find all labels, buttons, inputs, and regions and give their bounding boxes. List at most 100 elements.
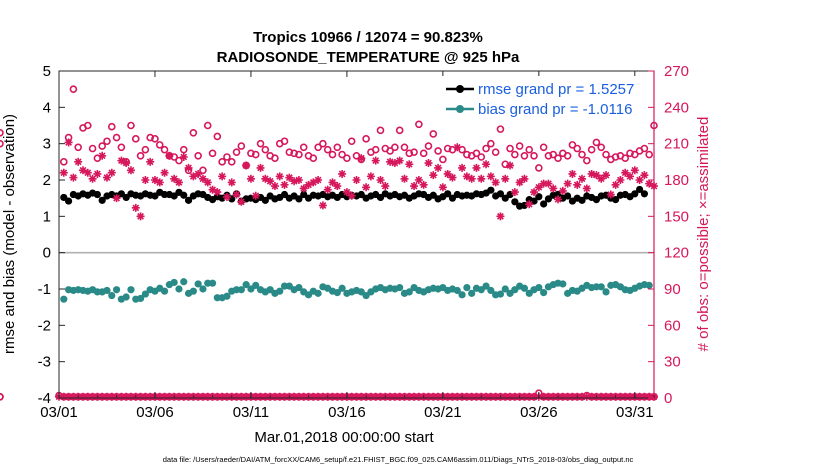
point	[405, 160, 414, 169]
point	[405, 149, 414, 158]
point	[203, 121, 212, 130]
series-assimilated-zero	[55, 393, 658, 401]
point	[362, 183, 371, 192]
point	[645, 392, 654, 401]
point	[222, 192, 231, 201]
point	[602, 288, 610, 296]
point	[232, 190, 241, 199]
point	[160, 145, 169, 154]
point	[626, 172, 635, 181]
point	[487, 286, 495, 295]
point	[165, 392, 174, 401]
point	[323, 185, 332, 194]
point	[74, 143, 82, 152]
point	[150, 176, 159, 184]
point	[83, 168, 92, 177]
point	[587, 169, 596, 178]
point	[602, 171, 611, 180]
point	[506, 144, 514, 153]
point	[544, 179, 553, 188]
point	[395, 392, 404, 401]
point	[319, 139, 327, 148]
point	[93, 190, 101, 199]
point	[242, 392, 251, 401]
point	[602, 392, 611, 401]
point	[328, 150, 337, 159]
point	[424, 392, 433, 401]
point	[616, 392, 625, 401]
point	[395, 126, 404, 135]
point	[270, 392, 279, 401]
point	[112, 133, 121, 142]
point	[597, 392, 606, 401]
point	[328, 392, 337, 401]
point	[174, 178, 183, 187]
point	[535, 164, 543, 172]
point	[434, 392, 443, 401]
point	[318, 201, 327, 210]
point	[112, 286, 121, 294]
y-tick-label-left: 4	[43, 99, 51, 116]
point	[414, 392, 423, 401]
point	[107, 122, 116, 131]
point	[400, 174, 409, 183]
point	[208, 149, 217, 158]
point	[126, 166, 135, 175]
point	[93, 169, 102, 178]
plot-area	[59, 71, 654, 398]
point	[540, 289, 548, 297]
point	[640, 190, 649, 198]
point	[635, 176, 644, 184]
point	[59, 168, 68, 177]
point	[366, 392, 375, 401]
point	[573, 144, 582, 153]
point	[180, 191, 188, 199]
point	[0, 392, 4, 401]
point	[256, 163, 265, 172]
point	[237, 142, 246, 150]
point	[64, 138, 73, 147]
point	[74, 157, 83, 166]
point	[98, 196, 106, 204]
point	[558, 186, 567, 195]
point	[290, 177, 299, 186]
point	[535, 283, 543, 292]
point	[103, 286, 111, 295]
point	[491, 148, 500, 156]
point	[271, 154, 279, 162]
y-tick-label-right: 120	[664, 245, 689, 262]
point	[458, 163, 467, 172]
point	[251, 150, 260, 159]
point	[338, 284, 346, 292]
point	[352, 176, 361, 184]
point	[419, 149, 428, 158]
point	[540, 200, 548, 208]
point	[333, 289, 341, 297]
point	[102, 392, 111, 401]
point	[155, 392, 164, 401]
point	[611, 180, 620, 189]
point	[98, 142, 106, 150]
y-tick-label-left: -2	[38, 317, 51, 334]
point	[405, 288, 413, 296]
point	[83, 121, 92, 130]
point	[410, 392, 419, 401]
series-bias-grand-pr-1-0116	[60, 278, 653, 303]
point	[88, 174, 97, 183]
point	[194, 151, 202, 160]
point	[141, 176, 150, 184]
point	[520, 392, 529, 401]
point	[160, 287, 169, 295]
point	[275, 172, 284, 181]
point	[510, 188, 519, 197]
point	[78, 392, 87, 401]
y-tick-label-left: 3	[43, 136, 51, 153]
point	[434, 147, 442, 155]
y-tick-label-left: 0	[43, 245, 51, 262]
point	[482, 392, 491, 401]
point	[640, 171, 649, 180]
point	[141, 145, 150, 154]
point	[405, 392, 414, 401]
